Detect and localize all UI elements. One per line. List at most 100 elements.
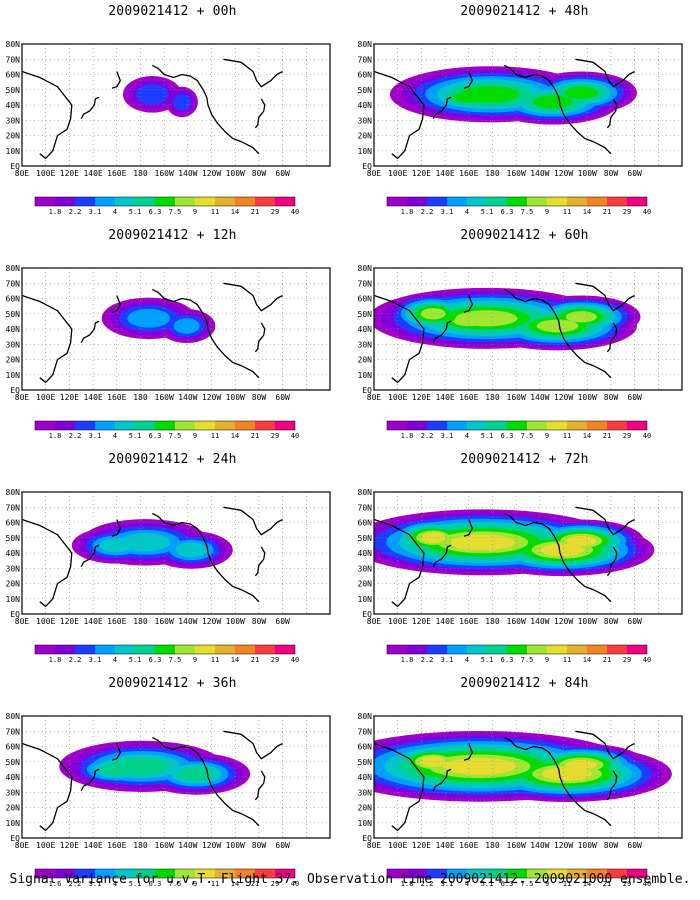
- legend-label: 4: [465, 208, 469, 216]
- legend-label: 4: [465, 432, 469, 440]
- legend-swatch: [587, 421, 607, 430]
- lat-tick-label: EQ: [362, 834, 372, 843]
- lon-tick-label: 100W: [578, 169, 597, 178]
- lat-tick-label: 30N: [6, 564, 21, 573]
- lat-tick-label: 30N: [6, 788, 21, 797]
- legend-label: 11: [563, 656, 571, 664]
- legend-label: 11: [211, 208, 219, 216]
- legend-swatch: [135, 869, 155, 878]
- legend-label: 1.8: [49, 432, 62, 440]
- lon-tick-label: 80E: [15, 169, 30, 178]
- legend-swatch: [567, 645, 587, 654]
- lon-tick-label: 160W: [155, 393, 174, 402]
- lon-tick-label: 100W: [578, 841, 597, 850]
- legend-swatch: [255, 197, 275, 206]
- legend-label: 40: [643, 432, 651, 440]
- legend-label: 1.8: [49, 208, 62, 216]
- legend-swatch: [587, 645, 607, 654]
- legend-label: 9: [545, 208, 549, 216]
- legend-label: 6.3: [501, 656, 514, 664]
- lon-tick-label: 100E: [36, 617, 55, 626]
- lon-tick-label: 60W: [627, 841, 642, 850]
- lat-tick-label: 50N: [358, 310, 373, 319]
- legend-label: 40: [291, 208, 299, 216]
- legend-swatch: [215, 197, 235, 206]
- lon-tick-label: 100E: [388, 841, 407, 850]
- legend-swatch: [567, 869, 587, 878]
- lon-tick-label: 100W: [226, 841, 245, 850]
- lon-tick-label: 120W: [554, 617, 573, 626]
- legend-label: 3.1: [441, 880, 454, 888]
- lon-tick-label: 60W: [627, 393, 642, 402]
- lon-tick-label: 140W: [178, 169, 197, 178]
- lon-tick-label: 100W: [226, 169, 245, 178]
- legend-label: 2.2: [69, 880, 82, 888]
- legend-label: 6.3: [149, 880, 162, 888]
- lat-tick-label: 80N: [358, 488, 373, 497]
- legend-swatch: [115, 421, 135, 430]
- lon-tick-label: 60W: [275, 617, 290, 626]
- lon-tick-label: 120W: [554, 393, 573, 402]
- lon-tick-label: 100E: [388, 617, 407, 626]
- legend-swatch: [487, 869, 507, 878]
- legend-label: 11: [563, 208, 571, 216]
- lat-tick-label: 70N: [6, 279, 21, 288]
- lon-tick-label: 80W: [604, 169, 619, 178]
- lat-tick-label: 10N: [6, 819, 21, 828]
- legend-label: 4: [465, 880, 469, 888]
- lon-tick-label: 120E: [412, 169, 431, 178]
- lat-tick-label: 80N: [6, 40, 21, 49]
- legend-label: 1.8: [49, 656, 62, 664]
- map-plot: EQ 10N 20N 30N 40N 50N 60N 70N 80N 80E 100E 120E 140…: [6, 488, 331, 664]
- legend-swatch: [447, 869, 467, 878]
- lon-tick-label: 100E: [388, 169, 407, 178]
- legend-swatch: [527, 645, 547, 654]
- lon-tick-label: 140E: [435, 841, 454, 850]
- lon-tick-label: 60W: [627, 169, 642, 178]
- map-panel: 2009021412 + 72h EQ 10N 20N 30N 40N 50N 60N 70N 8…: [352, 452, 697, 667]
- legend-label: 9: [193, 208, 197, 216]
- lon-tick-label: 160W: [507, 393, 526, 402]
- legend-swatch: [35, 645, 55, 654]
- legend-swatch: [427, 421, 447, 430]
- lat-tick-label: 80N: [358, 712, 373, 721]
- legend-swatch: [175, 197, 195, 206]
- legend-label: 14: [583, 880, 591, 888]
- legend-label: 5.1: [481, 432, 494, 440]
- variance-shading: [452, 86, 598, 109]
- legend-label: 40: [643, 880, 651, 888]
- lat-tick-label: 30N: [358, 340, 373, 349]
- legend-label: 6.3: [501, 208, 514, 216]
- legend-label: 9: [545, 880, 549, 888]
- lat-tick-label: 20N: [6, 356, 21, 365]
- lat-tick-label: 70N: [6, 55, 21, 64]
- legend-label: 14: [583, 656, 591, 664]
- legend-label: 29: [623, 432, 631, 440]
- legend-label: 2.2: [69, 432, 82, 440]
- lon-tick-label: 80W: [252, 169, 267, 178]
- lat-tick-label: 60N: [6, 71, 21, 80]
- lon-tick-label: 120W: [554, 169, 573, 178]
- lon-tick-label: 80E: [15, 617, 30, 626]
- legend-label: 21: [603, 656, 611, 664]
- legend-swatch: [487, 197, 507, 206]
- legend-label: 3.1: [441, 656, 454, 664]
- lon-tick-label: 120W: [554, 841, 573, 850]
- legend-label: 1.8: [401, 432, 414, 440]
- legend-swatch: [155, 421, 175, 430]
- map-panel: 2009021412 + 00h EQ 10N 20N 30N 40N 50N 60N 70N 8…: [0, 4, 345, 219]
- legend-swatch: [407, 421, 427, 430]
- legend-swatch: [627, 645, 647, 654]
- lon-tick-label: 180: [133, 393, 148, 402]
- legend-swatch: [75, 421, 95, 430]
- legend-swatch: [35, 869, 55, 878]
- lon-tick-label: 180: [133, 169, 148, 178]
- lat-tick-label: 50N: [6, 310, 21, 319]
- legend-label: 3.1: [89, 432, 102, 440]
- lon-tick-label: 100E: [36, 169, 55, 178]
- legend-swatch: [275, 421, 295, 430]
- lon-tick-label: 140E: [435, 617, 454, 626]
- legend-label: 14: [583, 432, 591, 440]
- panel-title: 2009021412 + 12h: [108, 228, 237, 243]
- legend-swatch: [155, 645, 175, 654]
